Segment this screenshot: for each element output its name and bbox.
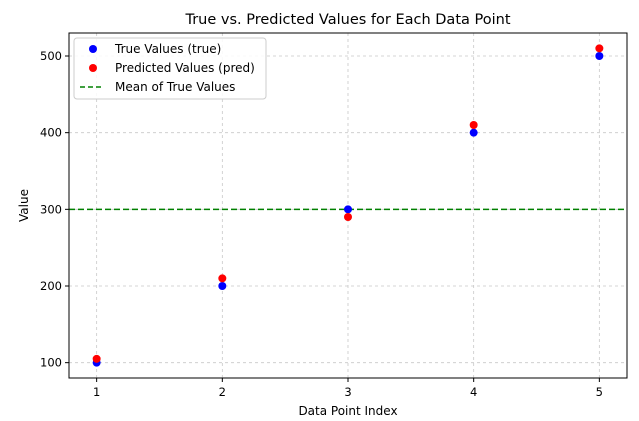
legend-pred-label: Predicted Values (pred) — [115, 61, 255, 75]
x-tick-label: 2 — [219, 385, 226, 399]
true-value-point — [595, 52, 604, 60]
y-tick-label: 500 — [40, 49, 62, 63]
true-value-point — [218, 282, 227, 290]
legend-pred-marker — [89, 64, 97, 72]
legend: True Values (true) Predicted Values (pre… — [73, 37, 267, 100]
y-tick-label: 100 — [40, 356, 62, 370]
legend-true-marker — [89, 45, 97, 53]
y-tick-label: 200 — [40, 279, 62, 293]
x-tick-label: 5 — [596, 385, 603, 399]
predicted-value-point — [92, 354, 101, 363]
predicted-value-point — [218, 274, 227, 283]
predicted-value-point — [344, 213, 352, 221]
predicted-value-point — [469, 121, 478, 129]
points-group — [92, 44, 604, 367]
chart-title: True vs. Predicted Values for Each Data … — [184, 12, 510, 28]
y-axis: 100 200 300 400 500 — [40, 49, 69, 370]
x-tick-label: 3 — [344, 385, 351, 399]
x-axis-label: Data Point Index — [298, 404, 397, 418]
x-tick-label: 1 — [93, 385, 100, 399]
legend-box — [73, 37, 267, 100]
x-tick-label: 4 — [470, 385, 477, 399]
legend-true-label: True Values (true) — [114, 42, 221, 56]
y-tick-label: 300 — [40, 202, 62, 216]
legend-mean-label: Mean of True Values — [115, 80, 235, 94]
predicted-value-point — [595, 44, 604, 53]
true-value-point — [344, 205, 352, 214]
y-tick-label: 400 — [40, 126, 62, 140]
x-axis: 1 2 3 4 5 — [93, 378, 603, 399]
true-value-point — [469, 128, 478, 137]
y-axis-label: Value — [17, 189, 31, 222]
